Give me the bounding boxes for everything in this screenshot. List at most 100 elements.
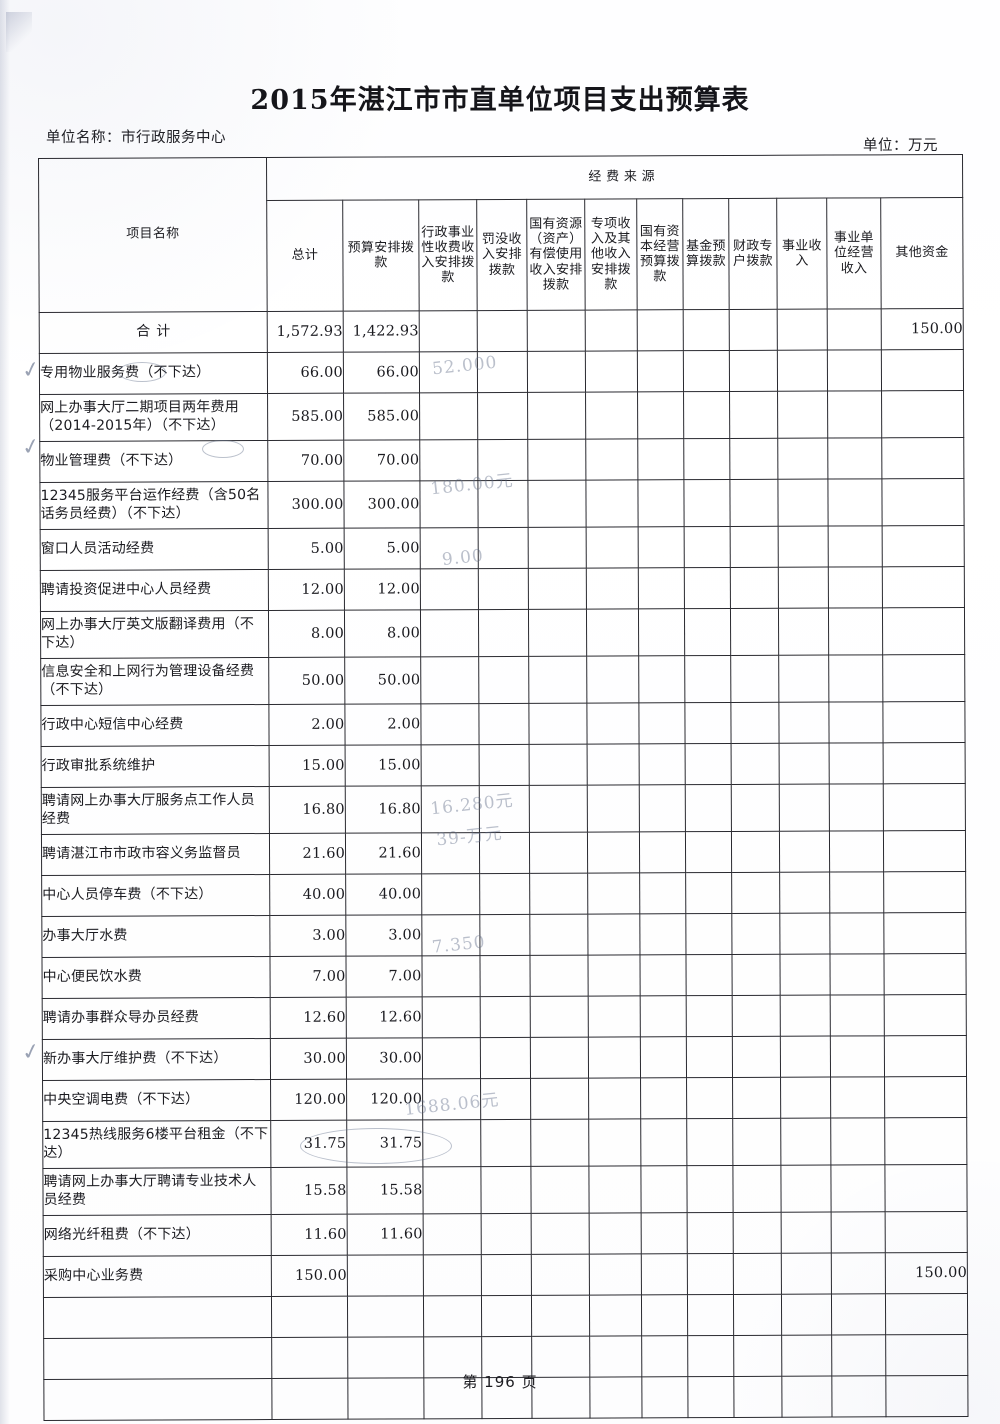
cell-state-cap <box>639 743 686 785</box>
cell-state-cap <box>640 1165 688 1213</box>
cell-item-name: 专用物业服务费（不下达） <box>39 352 268 395</box>
header-col-state-resource-label: 国有资源（资产）有偿使用收入安排拨款 <box>529 216 583 293</box>
cell-state-res <box>527 392 586 440</box>
cell-inst-oper <box>828 607 883 656</box>
cell-inst-income <box>780 1118 831 1166</box>
cell-other-funds <box>884 1035 967 1077</box>
cell-item-name: 聘请湛江市市政市容义务监督员 <box>41 833 270 876</box>
cell-fin-account <box>731 743 780 785</box>
cell-other-funds <box>883 912 967 954</box>
cell-penalty <box>479 832 530 874</box>
cell-budget: 7.00 <box>345 955 423 998</box>
cell-penalty <box>479 873 530 915</box>
cell-total: 15.58 <box>270 1167 348 1215</box>
cell-total: 50.00 <box>268 657 345 705</box>
cell-special-inc <box>586 655 639 704</box>
cell-fin-account <box>732 1165 782 1213</box>
cell-budget: 30.00 <box>346 1037 423 1080</box>
cell-item-name: 聘请网上办事大厅服务点工作人员经费 <box>41 786 270 835</box>
cell-inst-oper <box>827 390 882 439</box>
cell-state-cap <box>640 1077 687 1119</box>
table-row-total: 合计 1,572.93 1,422.93 150.00 <box>39 308 964 354</box>
cell-inst-income <box>777 309 828 351</box>
cell-total: 5.00 <box>268 528 345 570</box>
cell-penalty <box>480 1166 532 1214</box>
cell-fund-budget <box>686 1165 734 1213</box>
cell-inst-income <box>779 743 830 785</box>
cell-item-name: 12345热线服务6楼平台租金（不下达） <box>42 1120 271 1169</box>
cell-item-name: 行政中心短信中心经费 <box>40 704 270 747</box>
cell-fund-budget <box>687 1294 734 1336</box>
cell-total: 7.00 <box>269 956 347 998</box>
cell-penalty <box>477 392 528 440</box>
cell-fin-account <box>729 438 778 480</box>
header-col-admin-fee-label: 行政事业性收费收入安排拨款 <box>421 224 475 286</box>
cell-state-cap <box>638 702 686 744</box>
cell-inst-oper <box>830 994 885 1037</box>
cell-inst-income <box>779 872 830 914</box>
cell-special-inc <box>585 479 639 528</box>
cell-budget <box>347 1254 424 1297</box>
cell-inst-income <box>779 784 830 832</box>
cell-penalty <box>477 439 528 481</box>
cell-fin-account <box>730 526 779 568</box>
cell-budget: 585.00 <box>343 392 420 441</box>
table-row: 专用物业服务费（不下达） 66.00 66.00 <box>39 349 964 395</box>
cell-fin-account <box>731 913 780 955</box>
table-row: 网上办事大厅英文版翻译费用（不下达） 8.00 8.00 <box>40 607 965 659</box>
cell-total: 150.00 <box>271 1255 348 1297</box>
cell-state-cap <box>639 831 686 873</box>
cell-budget <box>347 1295 424 1338</box>
table-row: 物业管理费（不下达） 70.00 70.00 <box>39 437 965 483</box>
cell-special-inc <box>588 1165 642 1214</box>
cell-admin-fee <box>422 1119 481 1167</box>
cell-state-cap <box>639 872 686 914</box>
cell-budget: 16.80 <box>345 785 422 834</box>
cell-fund-budget <box>686 995 733 1037</box>
cell-state-res <box>531 1295 590 1337</box>
cell-state-cap <box>640 995 687 1037</box>
cell-admin-fee <box>422 996 481 1038</box>
cell-fin-account <box>731 784 780 832</box>
cell-fund-budget <box>683 309 730 351</box>
cell-budget: 1,422.93 <box>343 310 420 353</box>
cell-admin-fee <box>421 832 480 874</box>
cell-fund-budget <box>685 954 733 996</box>
cell-other-funds <box>884 1164 968 1212</box>
cell-state-res <box>530 996 589 1038</box>
table-row: 聘请湛江市市政市容义务监督员 21.60 21.60 <box>41 830 966 876</box>
cell-penalty <box>479 955 531 997</box>
cell-total <box>271 1296 348 1338</box>
cell-penalty <box>481 1254 532 1296</box>
handwritten-check-mark: ✓ <box>19 1038 43 1067</box>
cell-fin-account <box>729 479 779 527</box>
cell-fin-account <box>730 702 780 744</box>
cell-special-inc <box>585 438 638 481</box>
cell-inst-income <box>778 567 829 609</box>
cell-inst-oper <box>829 871 884 914</box>
cell-inst-oper <box>830 1035 885 1078</box>
cell-fund-budget <box>684 702 732 744</box>
cell-budget: 3.00 <box>345 914 422 957</box>
cell-budget: 2.00 <box>344 703 422 746</box>
table-row: 12345服务平台运作经费（含50名话务员经费）（不下达） 300.00 300.0… <box>39 478 965 530</box>
cell-item-name: 网络光纤租费（不下达） <box>43 1214 272 1257</box>
cell-other-funds <box>882 701 966 743</box>
cell-special-inc <box>588 1077 641 1120</box>
cell-state-cap <box>638 567 685 609</box>
cell-special-inc <box>587 831 640 874</box>
cell-state-res <box>530 1078 589 1120</box>
table-row: 聘请网上办事大厅服务点工作人员经费 16.80 16.80 <box>41 783 966 835</box>
cell-total: 12.00 <box>268 569 345 611</box>
cell-budget: 15.00 <box>345 744 422 787</box>
cell-inst-income <box>779 954 831 996</box>
cell-budget: 11.60 <box>347 1213 424 1256</box>
header-col-institution-income-label: 事业收入 <box>781 238 822 269</box>
cell-inst-oper <box>829 912 884 955</box>
header-col-state-capital-label: 国有资本经营预算拨款 <box>639 224 680 285</box>
cell-other-funds <box>885 1293 968 1335</box>
cell-other-funds <box>882 654 966 702</box>
cell-inst-oper <box>827 308 882 351</box>
cell-fin-account <box>733 1212 782 1254</box>
